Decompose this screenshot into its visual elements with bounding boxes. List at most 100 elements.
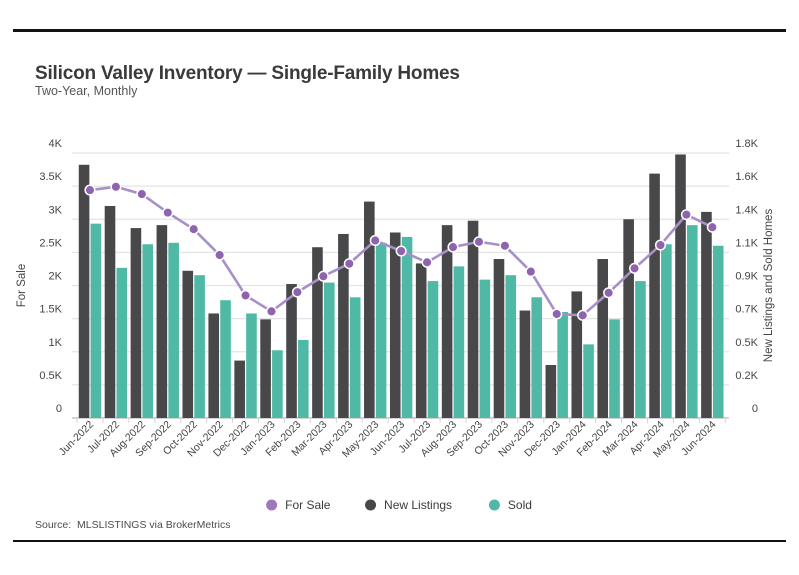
- bar-new-listings: [312, 247, 323, 418]
- for-sale-point: [317, 270, 329, 282]
- for-sale-point: [447, 241, 459, 253]
- bar-sold: [531, 297, 543, 418]
- left-axis-tick-label: 0.5K: [39, 370, 62, 382]
- left-axis-tick-label: 1K: [49, 337, 63, 349]
- bar-new-listings: [389, 232, 401, 418]
- for-sale-point: [473, 236, 485, 248]
- bar-new-listings: [545, 365, 557, 418]
- left-axis-tick-label: 3.5K: [39, 171, 62, 183]
- right-axis-tick-label: 1.6K: [735, 171, 758, 183]
- page-title: Silicon Valley Inventory — Single-Family…: [35, 62, 460, 84]
- bottom-divider: [13, 540, 786, 542]
- right-axis-title: New Listings and Sold Homes: [763, 209, 775, 363]
- for-sale-point: [499, 240, 511, 252]
- for-sale-point: [577, 309, 589, 321]
- bar-new-listings: [571, 291, 583, 418]
- for-sale-point: [654, 239, 667, 251]
- bar-sold: [661, 244, 672, 418]
- bar-sold: [168, 242, 179, 418]
- bars-sold: [90, 223, 724, 418]
- bar-sold: [401, 236, 413, 418]
- bar-new-listings: [649, 173, 660, 418]
- bar-new-listings: [441, 225, 453, 418]
- bar-sold: [349, 297, 361, 418]
- for-sale-point: [369, 234, 381, 246]
- for-sale-point: [343, 258, 355, 270]
- bar-sold: [479, 279, 491, 418]
- bar-sold: [557, 312, 568, 418]
- bar-sold: [272, 350, 283, 418]
- for-sale-points: [84, 181, 718, 321]
- bar-sold: [142, 244, 154, 418]
- legend-label: New Listings: [384, 498, 452, 512]
- bar-new-listings: [467, 220, 479, 418]
- bars-new-listings: [78, 154, 712, 418]
- bar-new-listings: [182, 270, 194, 418]
- bar-new-listings: [701, 211, 712, 418]
- bar-sold: [609, 319, 620, 418]
- source-note: Source: MLSLISTINGS via BrokerMetrics: [35, 519, 231, 531]
- bar-new-listings: [364, 201, 375, 418]
- left-axis-title: For Sale: [16, 264, 28, 307]
- right-axis-tick-label: 1.1K: [735, 237, 758, 249]
- legend: For Sale New Listings Sold: [266, 498, 532, 512]
- right-axis-tick-label: 0: [752, 403, 758, 415]
- bar-new-listings: [234, 360, 245, 418]
- legend-label: Sold: [508, 498, 532, 512]
- for-sale-point: [110, 181, 122, 193]
- for-sale-point: [628, 262, 641, 274]
- right-axis-tick-label: 0.2K: [735, 370, 758, 382]
- right-axis-tick-label: 0.7K: [735, 304, 758, 316]
- bar-sold: [453, 266, 465, 418]
- legend-swatch: [488, 499, 500, 511]
- for-sale-point: [421, 256, 433, 268]
- for-sale-point: [291, 286, 303, 298]
- right-axis-tick-label: 1.4K: [735, 204, 758, 216]
- bar-new-listings: [260, 319, 271, 418]
- bar-new-listings: [104, 206, 116, 418]
- bar-sold: [375, 242, 387, 418]
- bar-new-listings: [338, 233, 349, 418]
- for-sale-point: [188, 223, 200, 235]
- bar-sold: [583, 344, 594, 418]
- left-axis-tick-label: 1.5K: [39, 304, 62, 316]
- bar-new-listings: [675, 154, 686, 418]
- for-sale-point: [395, 245, 407, 257]
- for-sale-point: [214, 249, 226, 261]
- bar-sold: [220, 300, 231, 418]
- legend-swatch: [365, 499, 377, 511]
- left-axis-tick-label: 4K: [49, 138, 63, 150]
- top-divider: [13, 29, 786, 32]
- legend-label: For Sale: [285, 498, 331, 512]
- bar-sold: [116, 267, 128, 418]
- left-axis-tick-label: 0: [56, 403, 62, 415]
- bar-sold: [635, 281, 646, 418]
- left-axis-tick-label: 2K: [49, 271, 63, 283]
- legend-item-sold: Sold: [488, 498, 532, 512]
- for-sale-point: [162, 207, 174, 219]
- page-subtitle: Two-Year, Monthly: [35, 84, 138, 98]
- inventory-chart: 0 0 0.5K 0.2K 1K 0.5K 1.5K 0.7K 2K 0.9K 2.5K 1.1K 3K…: [16, 138, 775, 512]
- bar-sold: [687, 225, 698, 418]
- right-axis-tick-label: 0.9K: [735, 271, 758, 283]
- bar-new-listings: [286, 284, 297, 418]
- bar-sold: [194, 275, 205, 418]
- bar-new-listings: [493, 259, 505, 418]
- bar-sold: [298, 339, 309, 418]
- for-sale-point: [680, 209, 692, 221]
- left-axis-tick-label: 3K: [49, 204, 63, 216]
- for-sale-point: [551, 308, 563, 320]
- for-sale-point: [603, 287, 615, 299]
- bar-sold: [427, 281, 439, 418]
- right-axis-tick-label: 0.5K: [735, 337, 758, 349]
- for-sale-point: [240, 289, 252, 301]
- x-axis-labels: Jun-2022Jul-2022Aug-2022Sep-2022Oct-2022…: [57, 419, 719, 461]
- bar-new-listings: [78, 164, 90, 418]
- bar-new-listings: [519, 310, 531, 418]
- legend-swatch: [266, 499, 278, 511]
- for-sale-point: [136, 188, 148, 200]
- bar-sold: [90, 223, 102, 418]
- bar-new-listings: [597, 259, 609, 418]
- bar-sold: [712, 245, 724, 418]
- for-sale-point: [525, 266, 537, 278]
